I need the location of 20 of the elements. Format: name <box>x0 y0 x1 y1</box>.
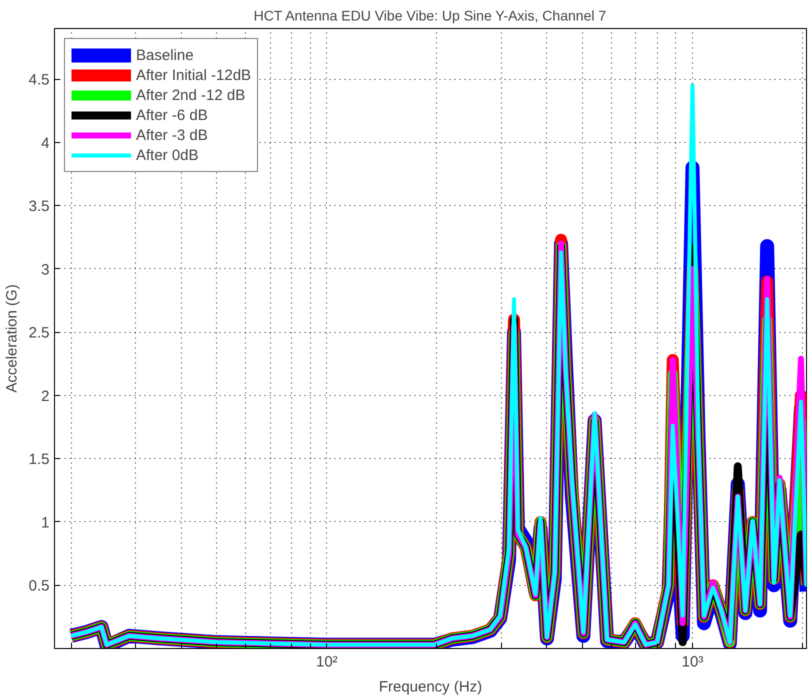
legend-label: After 2nd -12 dB <box>136 86 246 105</box>
legend-label: After -6 dB <box>136 106 208 125</box>
y-tick-label: 2 <box>41 388 50 405</box>
legend-label: After -3 dB <box>136 126 208 145</box>
y-tick-label: 3 <box>41 261 50 278</box>
x-tick-label: 10² <box>316 654 338 670</box>
y-tick-label: 1.5 <box>28 451 50 468</box>
legend-label: After 0dB <box>136 146 199 165</box>
y-tick-label: 0.5 <box>28 578 50 595</box>
y-tick-label: 1 <box>41 514 50 532</box>
y-tick-label: 4.5 <box>28 72 50 89</box>
y-tick-label: 4 <box>41 134 50 152</box>
chart-title: HCT Antenna EDU Vibe Vibe: Up Sine Y-Axis, Channel 7 <box>254 8 606 24</box>
y-tick-label: 2.5 <box>28 324 50 342</box>
legend-label: Baseline <box>136 46 194 65</box>
x-axis-title: Frequency (Hz) <box>378 678 482 696</box>
y-axis-title: Acceleration (G) <box>4 284 21 393</box>
y-tick-label: 3.5 <box>28 198 50 216</box>
x-tick-label: 10³ <box>682 654 704 670</box>
legend-label: After Initial -12dB <box>136 66 252 85</box>
